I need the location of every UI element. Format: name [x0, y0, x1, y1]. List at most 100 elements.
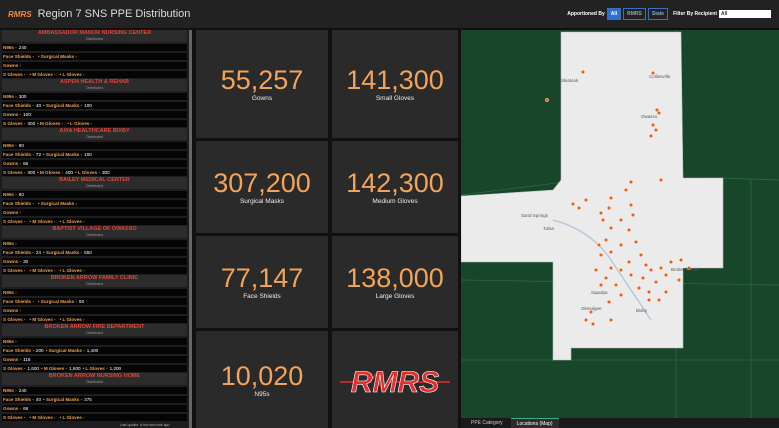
map: Skiatook Collinsville Owasso Sand Springs Tu…: [461, 30, 779, 418]
ppe-line: Face Shields - • Surgical Masks -: [2, 52, 187, 60]
ppe-value: 240: [18, 387, 27, 393]
ppe-label: S Gloves -: [3, 169, 26, 175]
place-label: Collinsville: [649, 74, 671, 79]
tile-value: 55,257: [220, 65, 304, 95]
ppe-label: • M Gloves -: [37, 120, 64, 126]
location-dot: [640, 275, 645, 280]
place-label: Sand Springs: [521, 213, 549, 218]
ppe-label: Face Shields -: [3, 298, 34, 304]
indicator-tile: RMRS: [332, 331, 458, 428]
indicator-tile: 77,147 Face Shields: [196, 236, 328, 328]
list-item: BAILEY MEDICAL CENTER Distributed N95s -60…: [0, 177, 189, 226]
ppe-line: Gowns -: [2, 61, 187, 69]
ppe-label: • Surgical Masks -: [37, 53, 78, 59]
ppe-line: S Gloves -1,600 • M Gloves -1,600 • L Glov…: [2, 364, 187, 372]
apportioned-label: Apportioned By: [567, 11, 605, 17]
tile-value: 10,020: [220, 360, 304, 391]
place-label: Tulsa: [543, 226, 554, 231]
ppe-label: Gowns -: [3, 160, 22, 166]
filter-label: Filter By Recipient: [673, 11, 717, 17]
ppe-value: 550: [84, 249, 92, 255]
location-dot: [600, 217, 605, 222]
ppe-label: Face Shields -: [3, 102, 34, 108]
recipient-name: AMBASSADOR MANOR NURSING CENTER: [2, 30, 187, 37]
location-dot: [628, 179, 633, 184]
ppe-label: • L Gloves -: [59, 71, 85, 77]
location-dot: [676, 277, 681, 282]
ppe-line: N95s -: [2, 288, 187, 296]
place-label: Broken Arrow: [671, 267, 699, 272]
recipient-name: BAPTIST VILLAGE OF OWASSO: [2, 226, 187, 233]
ppe-label: • L Gloves -: [59, 267, 85, 273]
option-button[interactable]: RMRS: [623, 8, 646, 20]
location-dot: [608, 225, 613, 230]
option-button[interactable]: All: [606, 8, 622, 20]
location-dot: [630, 212, 635, 217]
recipient-name: BROKEN ARROW FAMILY CLINIC: [2, 275, 187, 282]
ppe-value: 100: [84, 102, 92, 108]
ppe-line: S Gloves -300 • M Gloves - • L Gloves -: [2, 119, 187, 127]
location-dot: [598, 210, 603, 215]
ppe-value: 40: [35, 396, 42, 402]
tile-value: 77,147: [220, 263, 304, 293]
ppe-value: 24: [35, 249, 42, 255]
ppe-line: Face Shields -24 • Surgical Masks -550: [2, 248, 187, 256]
header: RMRS Region 7 SNS PPE Distribution Appor…: [0, 0, 779, 28]
ppe-line: S Gloves - • M Gloves - • L Gloves -: [2, 413, 187, 421]
ppe-line: Face Shields - • Surgical Masks -50: [2, 297, 187, 305]
ppe-value: 66: [23, 160, 29, 166]
location-dot: [653, 127, 658, 132]
ppe-line: S Gloves -300 • M Gloves -400 • L Gloves -…: [2, 168, 187, 176]
ppe-label: N95s -: [3, 240, 17, 246]
tab[interactable]: PPE Category: [471, 420, 503, 426]
ppe-line: S Gloves - • M Gloves - • L Gloves -: [2, 217, 187, 225]
ppe-line: Gowns -66: [2, 404, 187, 412]
ppe-line: N95s -90: [2, 141, 187, 149]
ppe-value: 200: [35, 347, 44, 353]
recipient-status: Distributed: [2, 282, 187, 287]
recipient-status: Distributed: [2, 37, 187, 42]
ppe-line: Face Shields -40 • Surgical Masks -100: [2, 101, 187, 109]
recipient-name: AXIA HEALTHCARE BIXBY: [2, 128, 187, 135]
tile-label: Large Gloves: [375, 293, 415, 300]
ppe-label: Gowns -: [3, 209, 22, 215]
ppe-label: Gowns -: [3, 258, 22, 264]
indicator-tile: 142,300 Medium Gloves: [332, 141, 458, 233]
ppe-line: S Gloves - • M Gloves - • L Gloves -: [2, 266, 187, 274]
ppe-label: • Surgical Masks -: [43, 396, 83, 402]
logo-pulse: [340, 371, 450, 392]
header-logo: RMRS: [8, 9, 32, 19]
indicator-tile: 10,020 N95s: [196, 331, 328, 428]
ppe-label: Face Shields -: [3, 151, 34, 157]
ppe-label: • Surgical Masks -: [43, 102, 83, 108]
ppe-line: Gowns -: [2, 208, 187, 216]
location-dot: [656, 110, 661, 115]
location-dot: [628, 272, 633, 277]
recipient-status: Distributed: [2, 233, 187, 238]
header-title: Region 7 SNS PPE Distribution: [37, 8, 191, 20]
ppe-line: S Gloves - • M Gloves - • L Gloves -: [2, 315, 187, 323]
ppe-label: S Gloves -: [3, 267, 26, 273]
tab[interactable]: Locations (Map): [510, 418, 559, 428]
location-dot: [623, 187, 628, 192]
ppe-label: Face Shields -: [3, 347, 34, 353]
ppe-line: Gowns -30: [2, 257, 187, 265]
ppe-label: S Gloves -: [3, 365, 26, 371]
river: [552, 219, 652, 321]
ppe-label: • L Gloves -: [82, 365, 108, 371]
ppe-line: Gowns -66: [2, 159, 187, 167]
location-dot: [570, 201, 575, 206]
ppe-label: • Surgical Masks -: [43, 151, 83, 157]
ppe-label: N95s -: [3, 289, 17, 295]
location-dot: [608, 265, 613, 270]
tile-value: 138,000: [346, 263, 444, 293]
ppe-label: • Surgical Masks -: [43, 249, 83, 255]
option-button[interactable]: State: [647, 8, 669, 20]
ppe-label: • M Gloves -: [40, 365, 68, 371]
ppe-line: N95s -300: [2, 92, 187, 100]
filter-select[interactable]: All: [719, 10, 771, 18]
ppe-value: 300: [101, 169, 110, 175]
ppe-value: 40: [35, 102, 42, 108]
ppe-label: • M Gloves -: [29, 218, 56, 224]
location-dot: [618, 217, 623, 222]
